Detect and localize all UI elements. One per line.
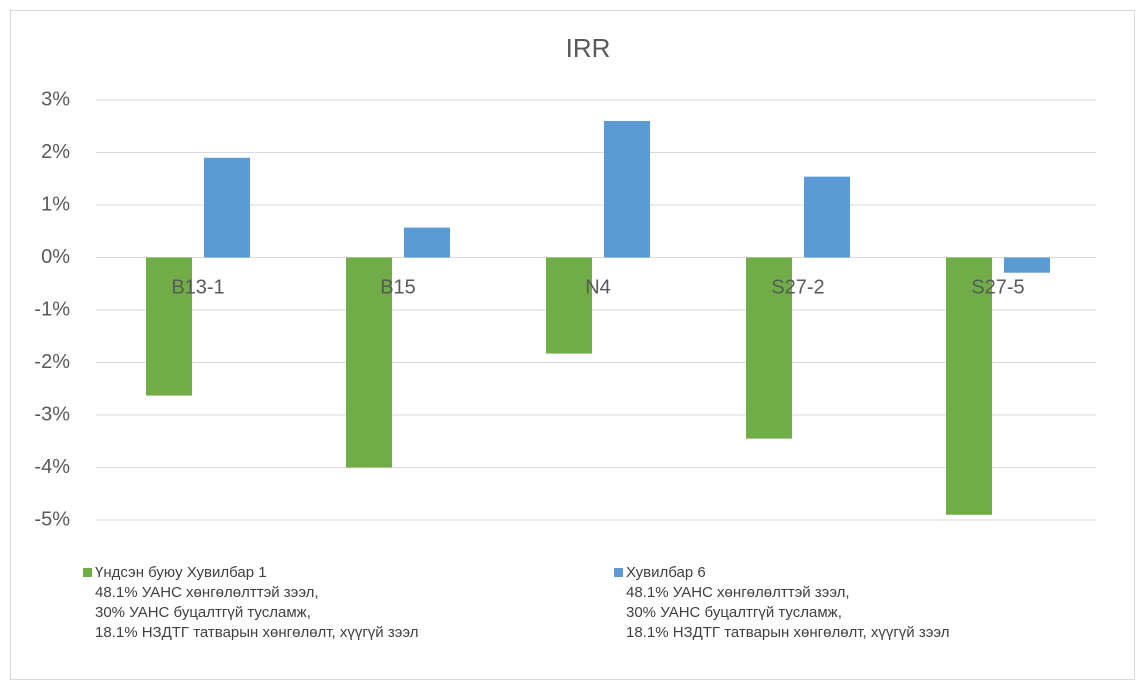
x-tick-label: B15 [380, 276, 416, 298]
x-tick-label: S27-5 [971, 276, 1024, 298]
x-tick-label: B13-1 [171, 276, 224, 298]
y-tick-label: -4% [34, 456, 70, 478]
bar [604, 121, 650, 258]
bar [1004, 257, 1050, 273]
y-tick-label: 3% [41, 88, 70, 110]
y-tick-label: 2% [41, 141, 70, 163]
legend-swatch [83, 568, 92, 577]
x-tick-label: N4 [585, 276, 611, 298]
bar [146, 257, 192, 396]
chart-title: IRR [566, 33, 611, 63]
y-tick-label: -5% [34, 508, 70, 530]
y-tick-label: 0% [41, 246, 70, 268]
bar [346, 257, 392, 468]
bar [804, 176, 850, 258]
legend-item: Үндсэн буюу Хувилбар 1 48.1% УАНС хөнгөл… [83, 563, 418, 643]
bar [546, 257, 592, 354]
legend-label: Хувилбар 6 48.1% УАНС хөнгөлөлттэй зээл,… [626, 564, 950, 641]
bar [746, 257, 792, 439]
bar [404, 227, 450, 258]
y-tick-label: -2% [34, 351, 70, 373]
legend-item: Хувилбар 6 48.1% УАНС хөнгөлөлттэй зээл,… [614, 563, 949, 643]
bar [946, 257, 992, 515]
x-tick-label: S27-2 [771, 276, 824, 298]
bar [204, 157, 250, 258]
legend-swatch [614, 568, 623, 577]
legend-label: Үндсэн буюу Хувилбар 1 48.1% УАНС хөнгөл… [95, 564, 419, 641]
y-tick-label: -1% [34, 298, 70, 320]
y-tick-label: 1% [41, 193, 70, 215]
y-tick-label: -3% [34, 403, 70, 425]
